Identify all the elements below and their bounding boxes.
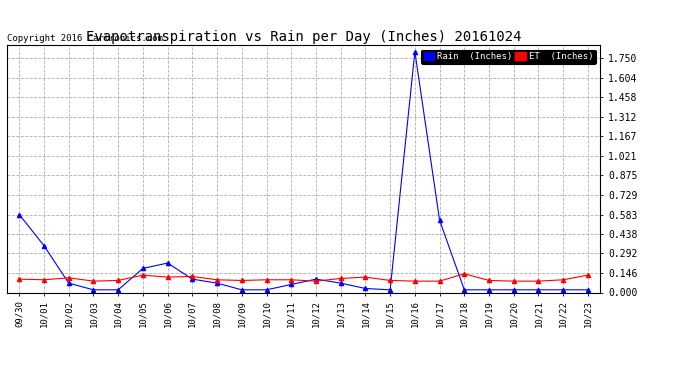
Legend: Rain  (Inches), ET  (Inches): Rain (Inches), ET (Inches) <box>421 50 595 64</box>
Title: Evapotranspiration vs Rain per Day (Inches) 20161024: Evapotranspiration vs Rain per Day (Inch… <box>86 30 522 44</box>
Text: Copyright 2016 Cartronics.com: Copyright 2016 Cartronics.com <box>7 33 163 42</box>
